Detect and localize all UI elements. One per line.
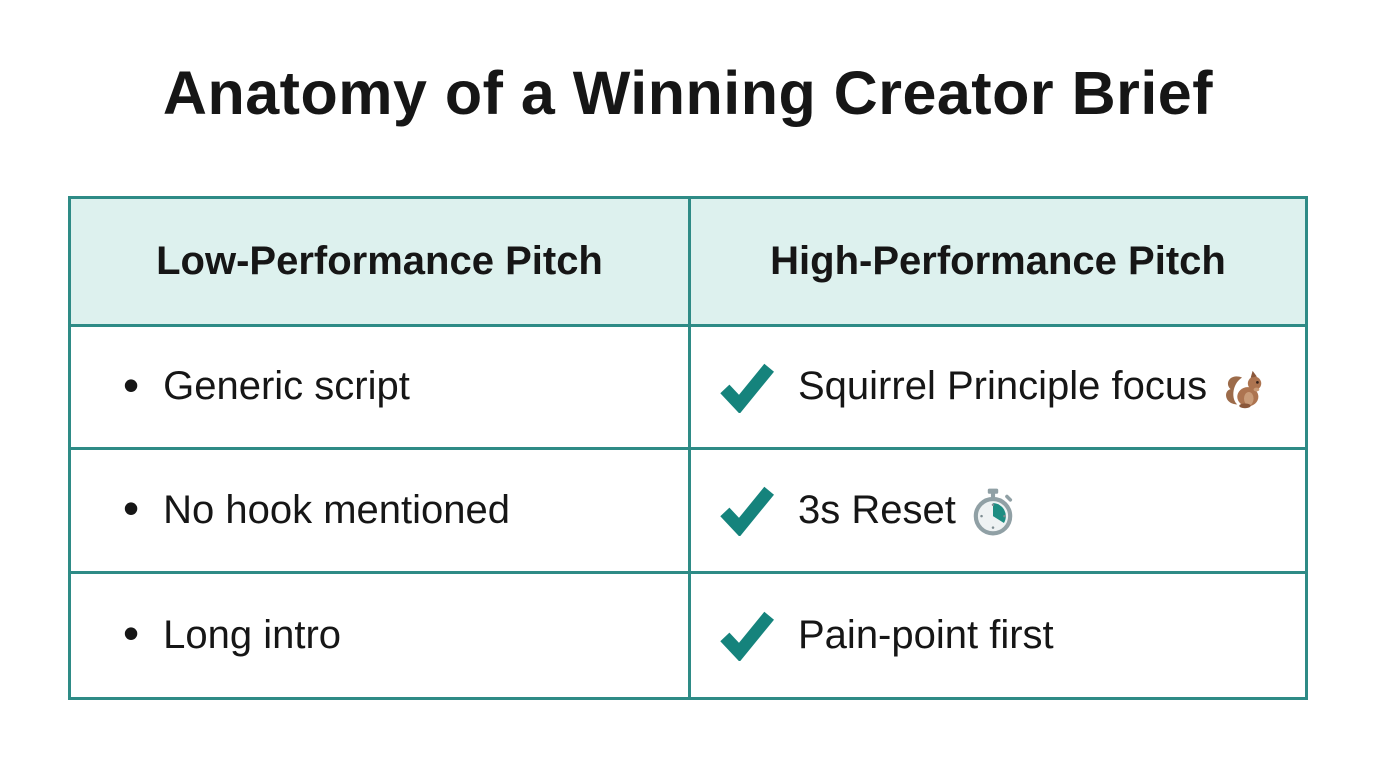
header-high-performance: High-Performance Pitch bbox=[688, 199, 1305, 324]
header-low-performance: Low-Performance Pitch bbox=[71, 199, 688, 324]
table-row-3-high-cell: Pain-point first bbox=[688, 570, 1305, 697]
bullet-icon: • bbox=[123, 358, 140, 411]
header-low-performance-label: Low-Performance Pitch bbox=[156, 238, 603, 283]
bullet-icon: • bbox=[123, 482, 140, 535]
checkmark-icon bbox=[720, 363, 774, 413]
stopwatch-emoji-icon bbox=[973, 488, 1013, 536]
table-row-2-high-cell: 3s Reset bbox=[688, 447, 1305, 571]
table-row-1-high-cell: Squirrel Principle focus bbox=[688, 323, 1305, 447]
comparison-table: Low-Performance Pitch High-Performance P… bbox=[68, 196, 1308, 700]
high-pitch-item-3: Pain-point first bbox=[798, 612, 1054, 657]
bullet-icon: • bbox=[123, 607, 140, 660]
high-pitch-item-2: 3s Reset bbox=[798, 487, 956, 532]
table-row-1-low-cell: • Generic script bbox=[71, 323, 688, 448]
low-pitch-item-1: Generic script bbox=[163, 364, 410, 409]
table-row-2-low-cell: • No hook mentioned bbox=[71, 447, 688, 571]
squirrel-emoji-icon bbox=[1226, 370, 1262, 408]
table-row-3-low-cell: • Long intro bbox=[71, 570, 688, 697]
high-pitch-item-1: Squirrel Principle focus bbox=[798, 364, 1208, 409]
low-pitch-item-3: Long intro bbox=[163, 612, 342, 657]
checkmark-icon bbox=[720, 612, 774, 662]
page-title: Anatomy of a Winning Creator Brief bbox=[162, 59, 1214, 127]
checkmark-icon bbox=[720, 487, 774, 537]
low-pitch-item-2: No hook mentioned bbox=[163, 487, 511, 532]
header-high-performance-label: High-Performance Pitch bbox=[770, 238, 1226, 283]
